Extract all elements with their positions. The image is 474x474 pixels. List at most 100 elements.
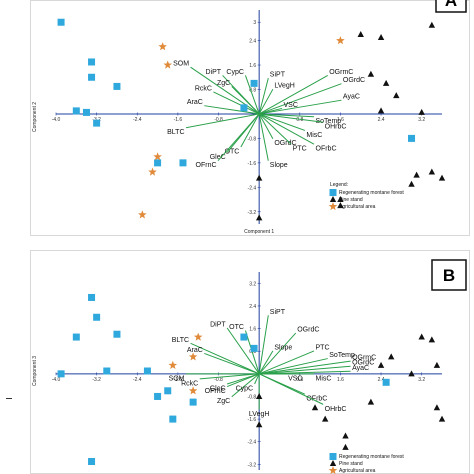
loading-vector [258,83,342,115]
vector-label: VSC [288,375,302,382]
data-point-triangle [367,70,375,77]
vector-label: OGrmC [352,355,376,362]
vector-label: OGrdC [352,360,374,367]
y-tick-label: -3.2 [248,210,257,216]
vector-label: OTC [225,148,240,155]
data-point-square [113,330,121,338]
data-point-triangle [433,361,441,368]
data-point-square [57,370,65,378]
data-point-triangle [418,108,425,115]
data-point-triangle [428,336,436,343]
data-point-star [328,202,338,211]
panel-label: B [443,266,455,285]
loading-vector [258,88,274,115]
loading-vector [190,342,260,375]
vector-label: OGrdC [343,77,365,84]
data-point-square [382,378,390,386]
vector-label: GleC [210,386,226,393]
data-point-triangle [388,353,395,360]
loading-vector [259,113,324,123]
data-point-square [154,392,162,400]
data-point-triangle [337,202,344,209]
data-point-star [336,36,345,45]
vector-label: RckC [195,85,212,92]
data-point-square [57,18,65,26]
loading-vector [258,113,269,161]
y-tick-label: -1.6 [248,417,257,423]
data-point-triangle [255,392,263,399]
vector-label: BLTC [167,129,184,136]
loading-vector [217,113,260,162]
y-axis-label: Component 3 [32,356,38,386]
panel-label-box [435,0,467,13]
data-point-triangle [255,421,263,428]
loading-vector [204,352,260,375]
vector-label: DiPT [210,322,226,329]
loading-vector [185,113,260,129]
data-point-square [408,134,416,142]
x-tick-label: -3.2 [92,377,101,383]
y-tick-label: 2.4 [249,304,256,310]
x-tick-label: -4.0 [52,377,61,383]
vector-label: SiPT [270,309,286,316]
data-point-square [72,107,80,115]
legend-title: Legend: [330,182,348,188]
data-point-square [329,189,337,196]
data-point-triangle [393,92,400,99]
y-tick-label: -2.4 [248,440,257,446]
data-point-star [188,352,198,361]
vector-label: MisC [306,132,322,139]
loading-vector [226,373,260,388]
x-tick-label: -1.6 [174,117,183,123]
vector-label: OHrbC [325,406,347,413]
loading-vector [259,365,351,375]
vector-label: ZgC [217,398,230,405]
panel-label: A [445,0,457,10]
data-point-square [250,79,258,87]
vector-label: OFrbC [316,146,337,153]
x-tick-label: -0.8 [214,377,223,383]
data-point-star [158,42,167,51]
data-point-triangle [408,370,415,377]
loading-vector [258,74,328,115]
vector-label: Slope [270,162,288,169]
data-point-triangle [337,196,344,203]
data-point-triangle [382,79,390,86]
data-point-star [188,386,198,395]
data-point-triangle [428,168,436,175]
vector-label: LVegH [249,411,270,418]
x-tick-label: -1.6 [174,377,183,383]
x-tick-label: 0.8 [296,377,303,383]
data-point-triangle [367,398,375,405]
vector-label: AraC [187,99,203,106]
loading-vector [258,373,324,405]
vector-label: GleC [210,154,226,161]
loading-vector [231,86,260,115]
data-point-star [168,360,178,369]
data-point-square [88,458,96,466]
vector-label: OFrbC [306,396,327,403]
data-point-star [193,332,203,341]
x-tick-label: 1.6 [337,377,344,383]
loading-vector [258,78,269,115]
loading-vector [259,358,328,375]
panel-a: -4.0 -3.2 -2.4 -1.6 -0.8 0.8 1.6 2.4 3.2 3 2.4 1.6 0… [30,0,470,236]
loading-vector [213,91,260,115]
vector-label: CypC [236,386,254,393]
data-point-triangle [329,460,337,466]
y-tick-label: 1.6 [249,327,256,333]
y-tick-label: 2.4 [249,39,256,45]
vector-label: SiPT [270,72,286,79]
data-point-triangle [255,174,263,181]
chart-frame [30,250,470,474]
vector-label: VSC [284,102,298,109]
data-point-square [88,58,96,66]
data-point-triangle [321,415,329,422]
data-point-triangle [329,196,337,202]
panel-label-box [431,259,467,291]
y-tick-label: -3.2 [248,462,257,468]
legend-entry: Regenerating montane forest [339,190,404,196]
vector-label: PTC [293,146,307,153]
x-tick-label: 1.6 [337,117,344,123]
data-point-triangle [428,21,436,28]
